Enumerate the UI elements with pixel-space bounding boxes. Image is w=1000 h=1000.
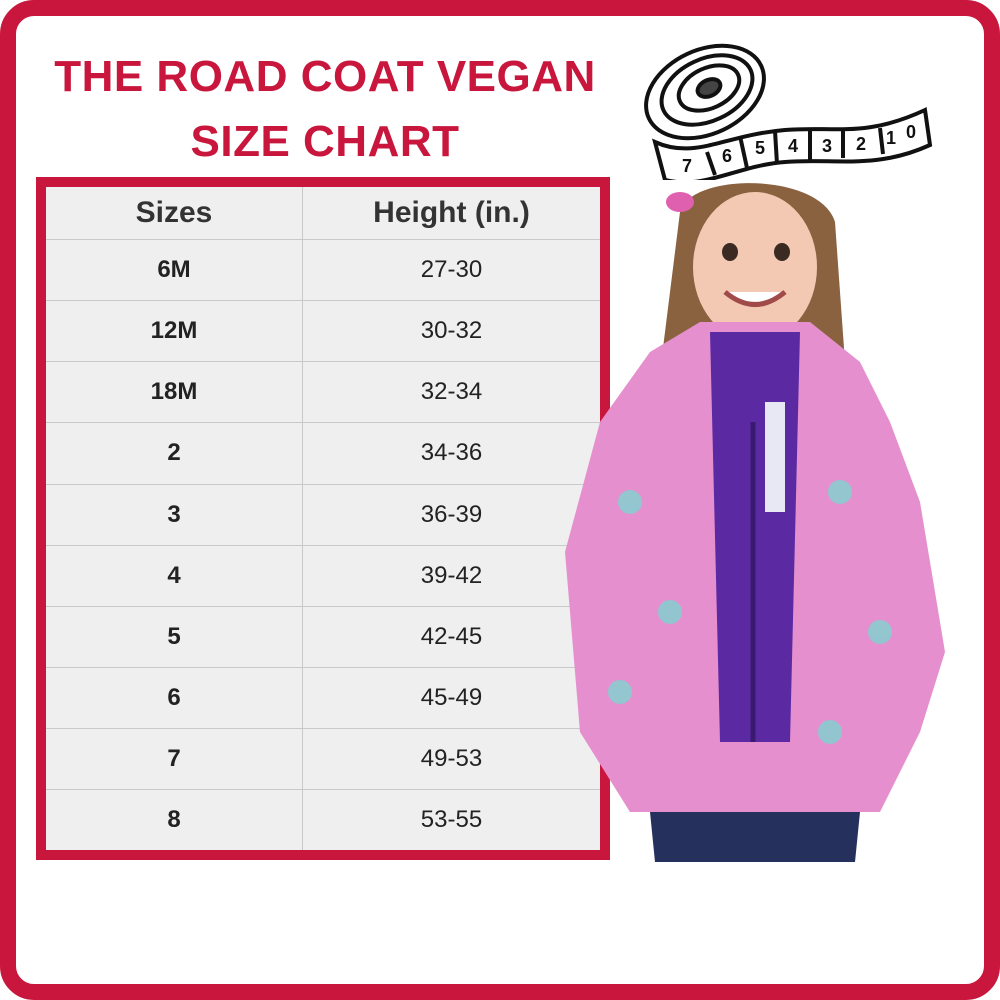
tape-number: 0 — [906, 122, 916, 142]
height-cell: 34-36 — [302, 422, 600, 485]
table-row: 8 53-55 — [46, 789, 600, 850]
height-cell: 49-53 — [302, 728, 600, 791]
size-cell: 3 — [46, 483, 303, 546]
tape-measure-icon: 7 6 5 4 3 2 1 0 — [644, 43, 933, 180]
height-cell: 42-45 — [302, 605, 600, 668]
table-row: 18M 32-34 — [46, 361, 600, 424]
header-height: Height (in.) — [302, 187, 600, 240]
height-cell: 36-39 — [302, 483, 600, 546]
table-row: 7 49-53 — [46, 728, 600, 791]
tape-number: 2 — [856, 134, 866, 154]
size-cell: 8 — [46, 789, 303, 850]
title-line-2: SIZE CHART — [190, 117, 460, 166]
table-row: 3 36-39 — [46, 483, 600, 546]
tape-number: 5 — [755, 138, 765, 158]
height-cell: 32-34 — [302, 361, 600, 424]
height-cell: 45-49 — [302, 666, 600, 730]
tape-number: 7 — [682, 156, 692, 176]
size-cell: 2 — [46, 422, 303, 485]
table-row: 4 39-42 — [46, 544, 600, 607]
height-cell: 53-55 — [302, 789, 600, 850]
size-chart-table: Sizes Height (in.) 6M 27-30 12M 30-32 18M 32-… — [36, 177, 610, 860]
table-row: 6M 27-30 — [46, 238, 600, 302]
header-sizes: Sizes — [46, 187, 303, 240]
table-row: 2 34-36 — [46, 422, 600, 485]
child-photo — [565, 183, 945, 862]
table-row: 12M 30-32 — [46, 300, 600, 363]
size-cell: 7 — [46, 728, 303, 791]
table-row: 5 42-45 — [46, 605, 600, 668]
tape-number: 6 — [722, 146, 732, 166]
size-cell: 12M — [46, 300, 303, 363]
table-row: 6 45-49 — [46, 666, 600, 730]
height-cell: 30-32 — [302, 300, 600, 363]
size-cell: 4 — [46, 544, 303, 607]
tape-number: 4 — [788, 136, 798, 156]
height-cell: 27-30 — [302, 238, 600, 302]
title-line-1: THE ROAD COAT VEGAN — [54, 52, 596, 101]
size-cell: 6M — [46, 238, 303, 302]
tape-number: 1 — [886, 128, 896, 148]
size-cell: 5 — [46, 605, 303, 668]
size-cell: 18M — [46, 361, 303, 424]
height-cell: 39-42 — [302, 544, 600, 607]
tape-number: 3 — [822, 136, 832, 156]
size-cell: 6 — [46, 666, 303, 730]
